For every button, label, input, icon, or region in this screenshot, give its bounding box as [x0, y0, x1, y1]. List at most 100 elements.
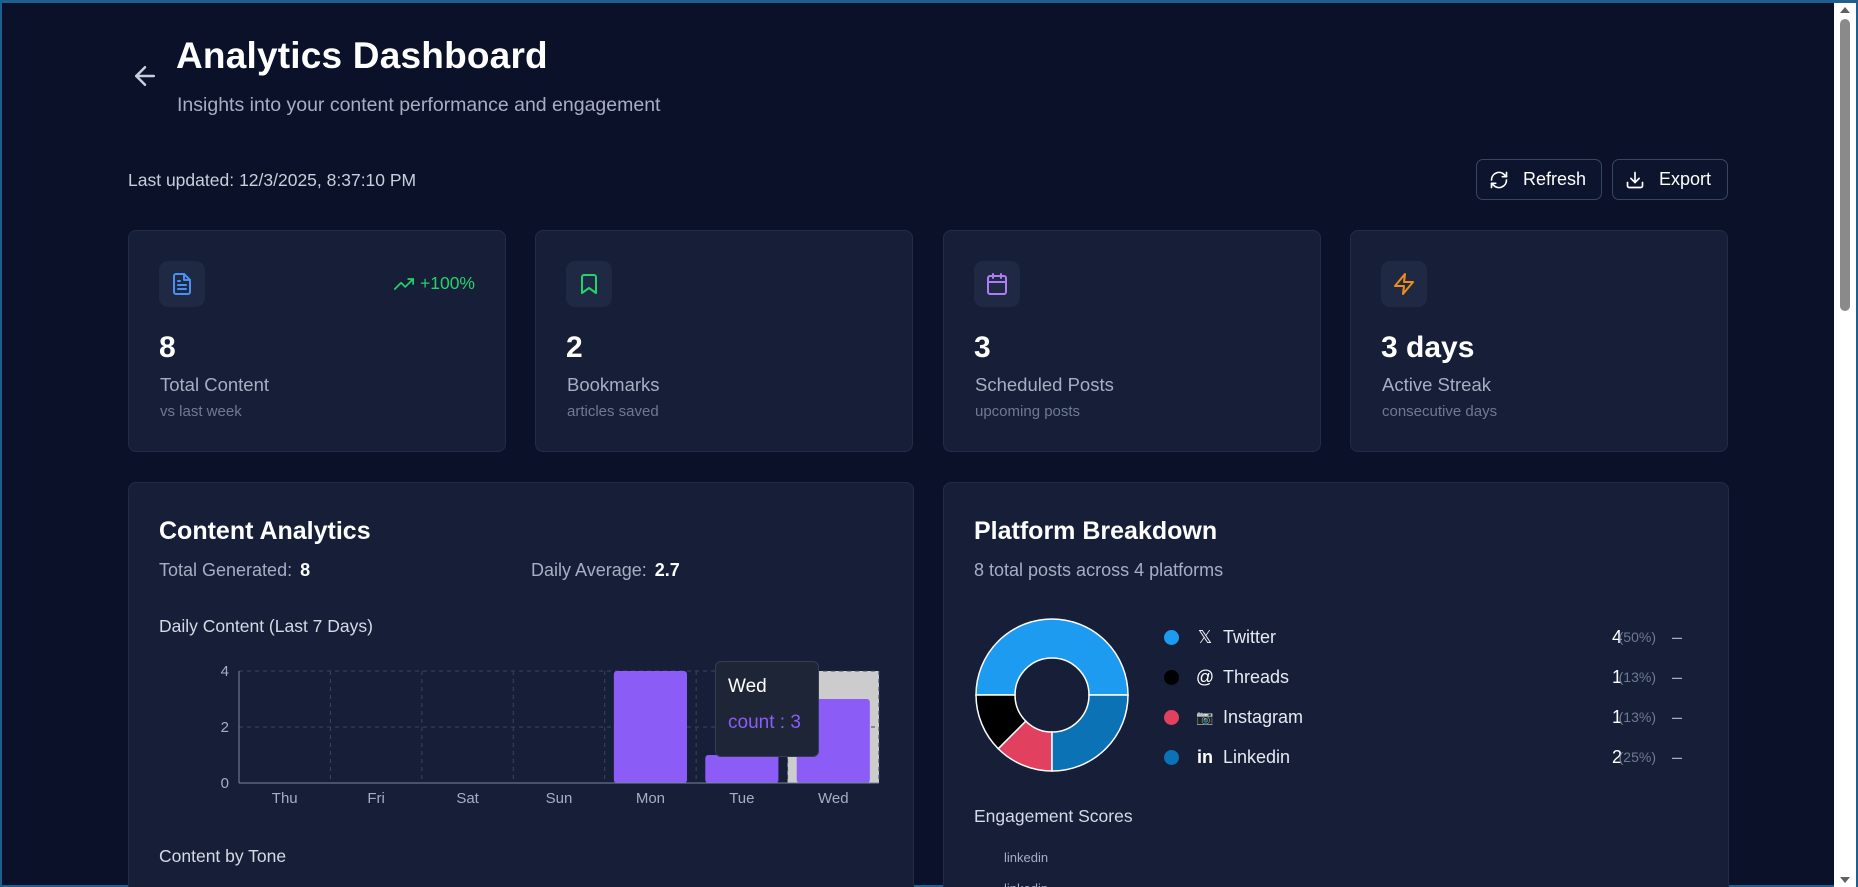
legend-row-linkedin[interactable]: in Linkedin 2 (25%) – [1164, 737, 1694, 777]
daily-average: Daily Average: 2.7 [531, 560, 680, 581]
donut-slice[interactable] [975, 618, 1129, 696]
trend-badge: +100% [394, 273, 475, 294]
legend-dot [1164, 749, 1179, 765]
lightning-icon [1381, 261, 1427, 307]
engagement-title: Engagement Scores [974, 806, 1133, 826]
last-updated-value: 12/3/2025, 8:37:10 PM [239, 170, 417, 190]
tooltip-day: Wed [728, 676, 767, 697]
legend-name: Threads [1223, 666, 1290, 687]
legend-name: Twitter [1223, 626, 1277, 647]
document-icon [159, 261, 205, 307]
scrollbar-thumb[interactable] [1840, 19, 1850, 311]
tone-title: Content by Tone [159, 846, 287, 866]
page-title: Analytics Dashboard [176, 35, 548, 76]
platform-breakdown-panel: Platform Breakdown 8 total posts across … [943, 482, 1729, 887]
daily-average-label: Daily Average: [531, 560, 647, 580]
dashboard-page: Analytics Dashboard Insights into your c… [126, 3, 1730, 887]
x-logo-icon: 𝕏 [1197, 626, 1213, 647]
trend-value: +100% [420, 273, 475, 293]
bar[interactable] [705, 755, 779, 783]
engagement-axis-label: linkedin [1004, 881, 1048, 887]
panel-title: Platform Breakdown [974, 517, 1218, 545]
last-updated-label: Last updated: [128, 170, 235, 190]
tooltip-count: count : 3 [728, 712, 801, 733]
bar[interactable] [613, 671, 687, 783]
refresh-label: Refresh [1523, 169, 1587, 189]
stat-value: 2 [566, 331, 583, 364]
x-tick-label: Mon [636, 790, 665, 807]
legend-percent: (13%) [1618, 669, 1656, 685]
page-subtitle: Insights into your content performance a… [177, 94, 661, 116]
legend-count: 1 [1611, 706, 1622, 727]
stat-card-scheduled-posts: 3 Scheduled Posts upcoming posts [943, 230, 1321, 452]
stat-card-total-content: +100% 8 Total Content vs last week [128, 230, 506, 452]
stat-label: Scheduled Posts [975, 374, 1114, 395]
legend-count: 2 [1611, 746, 1622, 767]
legend-dot [1164, 709, 1179, 725]
chart-tooltip: Wed count : 3 [715, 661, 819, 757]
scroll-up-arrow-icon[interactable] [1840, 7, 1850, 13]
stat-label: Active Streak [1382, 374, 1491, 395]
total-generated-value: 8 [300, 560, 311, 580]
y-tick-label: 4 [221, 663, 229, 680]
x-tick-label: Thu [272, 790, 298, 807]
platform-donut-chart[interactable] [974, 617, 1130, 773]
x-tick-label: Sun [546, 790, 573, 807]
legend-dot [1164, 629, 1179, 645]
stat-card-bookmarks: 2 Bookmarks articles saved [535, 230, 913, 452]
y-tick-label: 0 [221, 775, 229, 792]
legend-name: Instagram [1223, 706, 1304, 727]
legend-row-threads[interactable]: @ Threads 1 (13%) – [1164, 657, 1694, 697]
trending-up-icon [394, 277, 415, 290]
platform-legend: 𝕏 Twitter 4 (50%) – @ Threads 1 (13%) – … [1164, 617, 1694, 777]
back-arrow-icon[interactable] [130, 61, 160, 91]
total-generated: Total Generated: 8 [159, 560, 310, 581]
legend-row-twitter[interactable]: 𝕏 Twitter 4 (50%) – [1164, 617, 1694, 657]
threads-logo-icon: @ [1195, 666, 1215, 687]
x-tick-label: Fri [367, 790, 385, 807]
linkedin-logo-icon: in [1197, 746, 1213, 767]
stat-value: 3 days [1381, 331, 1475, 364]
chart-title: Daily Content (Last 7 Days) [159, 616, 373, 636]
stat-sub: upcoming posts [975, 403, 1081, 420]
stat-sub: articles saved [567, 403, 659, 420]
stat-sub: consecutive days [1382, 403, 1498, 420]
y-tick-label: 2 [221, 719, 229, 736]
legend-dash: – [1671, 746, 1682, 767]
calendar-icon [974, 261, 1020, 307]
legend-dash: – [1671, 666, 1682, 687]
stat-sub: vs last week [160, 403, 242, 420]
legend-percent: (13%) [1618, 709, 1656, 725]
daily-content-bar-chart[interactable]: 0 2 4 Thu Fri Sat Sun Mon Tue Wed [169, 643, 889, 833]
legend-count: 1 [1611, 666, 1622, 687]
daily-average-value: 2.7 [654, 560, 680, 580]
stat-value: 3 [974, 331, 991, 364]
download-icon [1626, 171, 1644, 188]
stat-value: 8 [159, 331, 176, 364]
panel-subtitle: 8 total posts across 4 platforms [974, 560, 1224, 580]
total-generated-label: Total Generated: [159, 560, 293, 580]
export-button[interactable]: Export [1612, 159, 1728, 200]
stat-label: Total Content [160, 374, 270, 395]
camera-icon: 📷 [1196, 708, 1214, 725]
donut-slice[interactable] [1051, 694, 1129, 772]
panel-title: Content Analytics [159, 517, 371, 545]
stat-card-active-streak: 3 days Active Streak consecutive days [1350, 230, 1728, 452]
last-updated: Last updated: 12/3/2025, 8:37:10 PM [128, 170, 416, 191]
refresh-button[interactable]: Refresh [1476, 159, 1602, 200]
x-tick-label: Wed [818, 790, 849, 807]
legend-dash: – [1671, 626, 1682, 647]
legend-percent: (50%) [1618, 629, 1656, 645]
scrollbar[interactable] [1834, 3, 1856, 887]
engagement-axis-label: linkedin [1004, 850, 1049, 865]
stat-label: Bookmarks [567, 374, 660, 395]
export-label: Export [1659, 169, 1712, 189]
legend-percent: (25%) [1618, 749, 1656, 765]
legend-dot [1164, 669, 1179, 685]
content-analytics-panel: Content Analytics Total Generated: 8 Dail… [128, 482, 914, 887]
legend-row-instagram[interactable]: 📷 Instagram 1 (13%) – [1164, 697, 1694, 737]
scroll-down-arrow-icon[interactable] [1840, 877, 1850, 883]
legend-name: Linkedin [1223, 746, 1291, 767]
legend-count: 4 [1611, 626, 1622, 647]
x-tick-label: Tue [729, 790, 754, 807]
